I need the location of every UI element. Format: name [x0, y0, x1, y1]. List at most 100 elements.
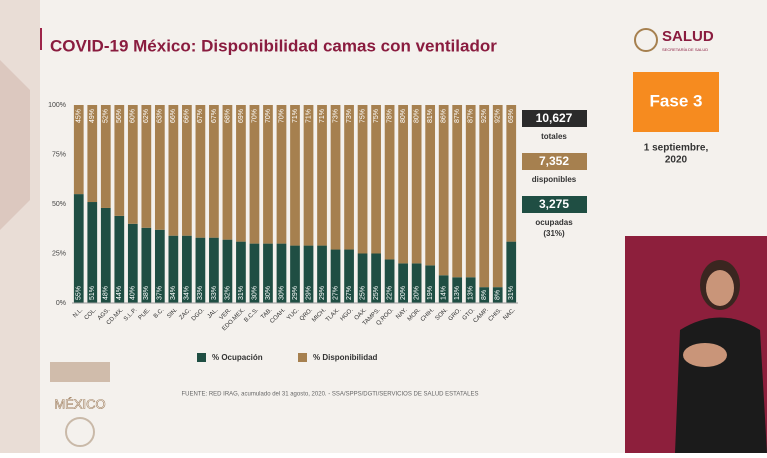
- value-label: 29%: [292, 286, 299, 300]
- value-label: 31%: [508, 286, 515, 300]
- bar-segment: [236, 105, 246, 242]
- bar-segment: [141, 105, 152, 228]
- bar-segment: [303, 105, 314, 246]
- value-label: 13%: [454, 286, 461, 300]
- value-label: 29%: [305, 286, 312, 300]
- phase-text: Fase 3: [650, 91, 703, 110]
- seal: [65, 417, 95, 447]
- value-label: 81%: [427, 109, 434, 123]
- interpreter-face: [706, 270, 734, 306]
- value-label: 71%: [305, 109, 312, 123]
- value-label: 40%: [130, 286, 137, 300]
- stat-box: [522, 196, 587, 213]
- bar-segment: [249, 243, 260, 303]
- stat-label: totales: [541, 132, 567, 141]
- value-label: 48%: [103, 286, 110, 300]
- bar-segment: [127, 223, 138, 303]
- bar-segment: [87, 202, 98, 303]
- bar-segment: [182, 105, 192, 236]
- value-label: 70%: [251, 109, 258, 123]
- value-label: 13%: [468, 286, 475, 300]
- value-label: 86%: [441, 109, 448, 123]
- bar-segment: [276, 243, 287, 303]
- bar-segment: [506, 105, 517, 242]
- stat-value: 7,352: [539, 154, 569, 168]
- bar-segment: [384, 259, 395, 303]
- value-label: 25%: [373, 286, 380, 300]
- date: 2020: [665, 155, 688, 166]
- y-tick-label: 50%: [52, 201, 66, 208]
- bar-segment: [452, 277, 463, 303]
- phase-box: [633, 72, 719, 132]
- value-label: 75%: [373, 109, 380, 123]
- side-decoration: [0, 60, 30, 230]
- value-label: 22%: [386, 286, 393, 300]
- value-label: 27%: [346, 286, 353, 300]
- stat-value: 10,627: [536, 111, 573, 125]
- logo-emblem: [634, 28, 658, 52]
- bar-segment: [141, 227, 152, 303]
- value-label: 70%: [278, 109, 285, 123]
- value-label: 30%: [251, 286, 258, 300]
- value-label: 38%: [143, 286, 150, 300]
- bar-segment: [384, 105, 395, 260]
- value-label: 67%: [211, 109, 218, 123]
- bar-segment: [249, 105, 260, 244]
- value-label: 75%: [359, 109, 366, 123]
- bar-segment: [290, 105, 300, 246]
- value-label: 73%: [332, 109, 339, 123]
- value-label: 29%: [319, 286, 326, 300]
- bar-segment: [357, 105, 368, 254]
- bar-segment: [209, 105, 219, 238]
- bar-segment: [371, 253, 381, 303]
- value-label: 45%: [76, 109, 83, 123]
- legend-swatch: [298, 353, 307, 362]
- bar-segment: [330, 249, 341, 303]
- bar-segment: [317, 245, 327, 303]
- bar-segment: [195, 105, 206, 238]
- value-label: 34%: [170, 286, 177, 300]
- bar-segment: [182, 235, 192, 303]
- bar-segment: [479, 287, 490, 303]
- bar-segment: [114, 215, 125, 303]
- value-label: 55%: [76, 286, 83, 300]
- value-label: 33%: [211, 286, 218, 300]
- bar-segment: [492, 287, 503, 303]
- bar-segment: [236, 241, 246, 303]
- value-label: 20%: [413, 286, 420, 300]
- stat-label: (31%): [543, 229, 565, 238]
- bar-segment: [154, 105, 165, 230]
- value-label: 30%: [265, 286, 272, 300]
- bar-segment: [438, 105, 449, 276]
- bar-segment: [73, 105, 84, 195]
- stat-box: [522, 110, 587, 127]
- interpreter-body: [675, 317, 767, 453]
- bar-segment: [506, 241, 517, 303]
- bar-segment: [87, 105, 98, 203]
- bar-segment: [100, 207, 111, 303]
- value-label: 49%: [89, 109, 96, 123]
- bar-segment: [100, 105, 111, 208]
- country: MÉXICO: [54, 396, 105, 411]
- value-label: 73%: [346, 109, 353, 123]
- bar-segment: [168, 105, 179, 236]
- bar-segment: [411, 263, 422, 303]
- bar-segment: [290, 245, 300, 303]
- chart-title: COVID-19 México: Disponibilidad camas co…: [50, 36, 497, 55]
- bar-segment: [357, 253, 368, 303]
- bar-segment: [263, 105, 273, 244]
- value-label: 66%: [184, 109, 191, 123]
- bar-segment: [479, 105, 490, 288]
- legend-swatch: [197, 353, 206, 362]
- value-label: 27%: [332, 286, 339, 300]
- y-tick-label: 25%: [52, 250, 66, 257]
- bar-segment: [465, 105, 476, 278]
- bar-segment: [371, 105, 381, 254]
- value-label: 8%: [481, 290, 488, 300]
- value-label: 63%: [157, 109, 164, 123]
- bar-segment: [344, 249, 354, 303]
- value-label: 34%: [184, 286, 191, 300]
- bar-segment: [411, 105, 422, 264]
- bar-segment: [263, 243, 273, 303]
- value-label: 68%: [224, 109, 231, 123]
